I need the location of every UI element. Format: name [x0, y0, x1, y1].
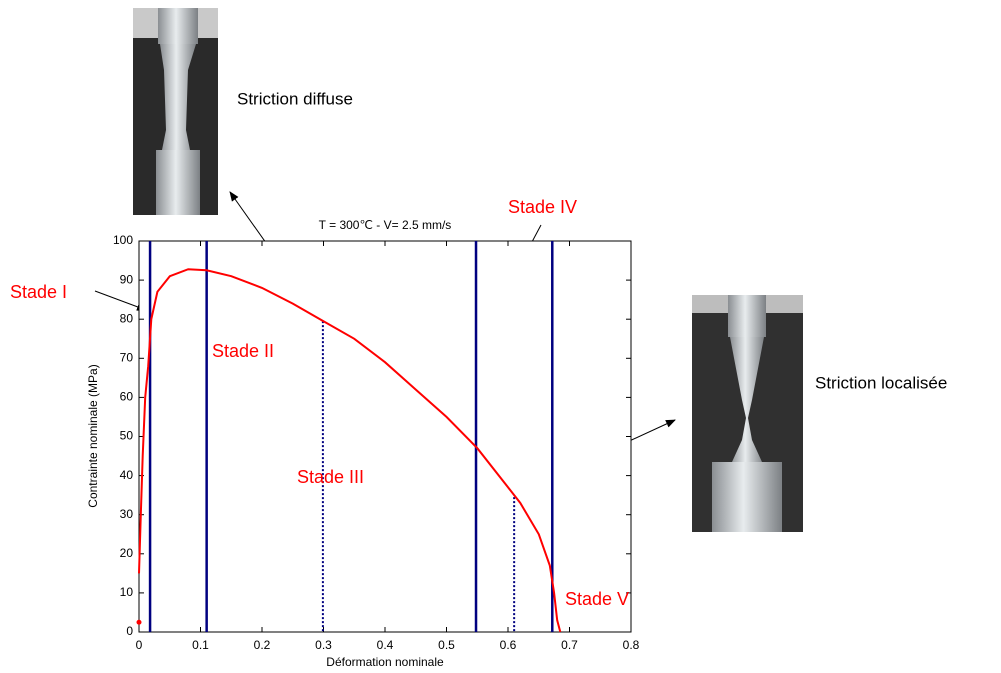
chart-title: T = 300℃ - V= 2.5 mm/s [319, 218, 452, 232]
y-tick-label: 80 [120, 311, 134, 325]
y-tick-label: 70 [120, 350, 134, 364]
x-tick-label: 0.5 [438, 638, 455, 652]
y-tick-label: 10 [120, 585, 134, 599]
photo-caption: Striction localisée [815, 373, 947, 392]
y-tick-label: 90 [120, 272, 134, 286]
y-tick-label: 40 [120, 468, 134, 482]
photo-diffuse [133, 8, 218, 215]
stage-label: Stade II [212, 341, 274, 361]
x-tick-label: 0.3 [315, 638, 332, 652]
stage-label: Stade III [297, 467, 364, 487]
x-tick-label: 0.4 [377, 638, 394, 652]
y-tick-label: 50 [120, 429, 134, 443]
y-tick-label: 30 [120, 507, 134, 521]
x-tick-label: 0 [136, 638, 143, 652]
stage-label: Stade V [565, 589, 629, 609]
x-axis-label: Déformation nominale [326, 655, 444, 669]
x-tick-label: 0.1 [192, 638, 209, 652]
photo-localized [692, 295, 803, 532]
x-tick-label: 0.7 [561, 638, 578, 652]
x-tick-label: 0.2 [254, 638, 271, 652]
x-tick-label: 0.8 [623, 638, 640, 652]
stage-label: Stade I [10, 282, 67, 302]
plot-area [138, 240, 632, 633]
y-tick-label: 60 [120, 390, 134, 404]
arrow [94, 290, 147, 311]
stage-label: Stade IV [508, 197, 577, 217]
photo-caption: Striction diffuse [237, 89, 353, 108]
y-axis-label: Contrainte nominale (MPa) [86, 364, 100, 507]
y-tick-label: 100 [113, 233, 133, 247]
start-point [136, 619, 142, 625]
x-tick-label: 0.6 [500, 638, 517, 652]
y-tick-label: 0 [126, 624, 133, 638]
y-tick-label: 20 [120, 546, 134, 560]
curve [138, 268, 562, 633]
